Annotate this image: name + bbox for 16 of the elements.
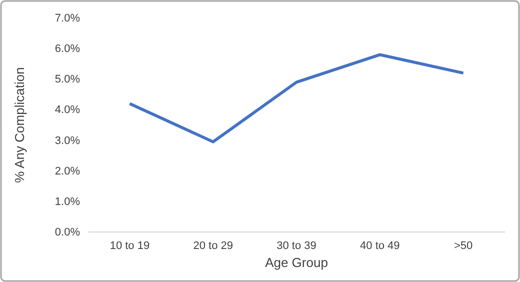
y-tick-label: 2.0% (54, 165, 80, 178)
x-tick-label: 40 to 49 (360, 240, 400, 252)
y-tick-label: 7.0% (54, 12, 80, 25)
x-tick-label: 30 to 39 (276, 240, 316, 252)
x-axis-title: Age Group (265, 255, 328, 270)
line-series (128, 53, 465, 144)
y-tick-label: 5.0% (54, 74, 80, 86)
y-tick-label: 0.0% (54, 226, 80, 239)
x-tick-label: 10 to 19 (110, 240, 150, 252)
x-tick-label: 20 to 29 (193, 240, 233, 252)
y-tick-label: 1.0% (54, 196, 80, 208)
y-axis-title: % Any Complication (12, 67, 27, 183)
y-tick-label: 6.0% (54, 43, 80, 56)
y-tick-label: 4.0% (54, 104, 80, 116)
y-tick-label: 3.0% (54, 134, 80, 147)
x-tick-label: >50 (454, 240, 473, 252)
